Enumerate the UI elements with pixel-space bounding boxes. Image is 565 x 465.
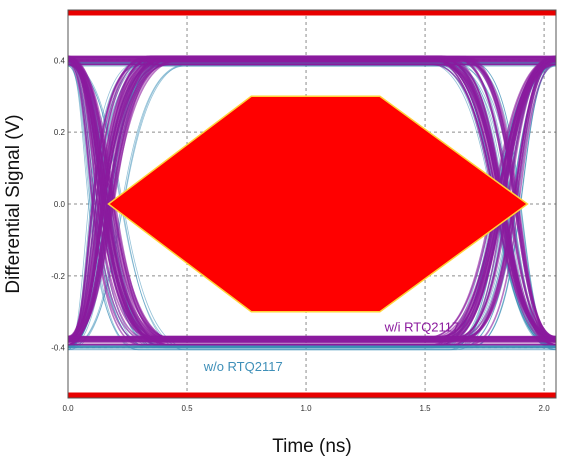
- y-tick-label: -0.2: [51, 272, 65, 281]
- y-tick-label: -0.4: [51, 344, 65, 353]
- annotation-with-rtq2117: w/i RTQ2117: [384, 320, 460, 335]
- x-axis-title: Time (ns): [272, 436, 352, 457]
- x-tick-label: 0.0: [62, 404, 74, 413]
- y-axis-title: Differential Signal (V): [3, 114, 24, 293]
- y-tick-label: 0.4: [54, 56, 66, 65]
- y-tick-label: 0.2: [54, 128, 66, 137]
- x-tick-label: 0.5: [181, 404, 193, 413]
- x-tick-label: 1.5: [420, 404, 432, 413]
- x-tick-label: 1.0: [300, 404, 312, 413]
- y-tick-label: 0.0: [54, 200, 66, 209]
- annotation-without-rtq2117: w/o RTQ2117: [203, 359, 283, 374]
- x-tick-label: 2.0: [539, 404, 551, 413]
